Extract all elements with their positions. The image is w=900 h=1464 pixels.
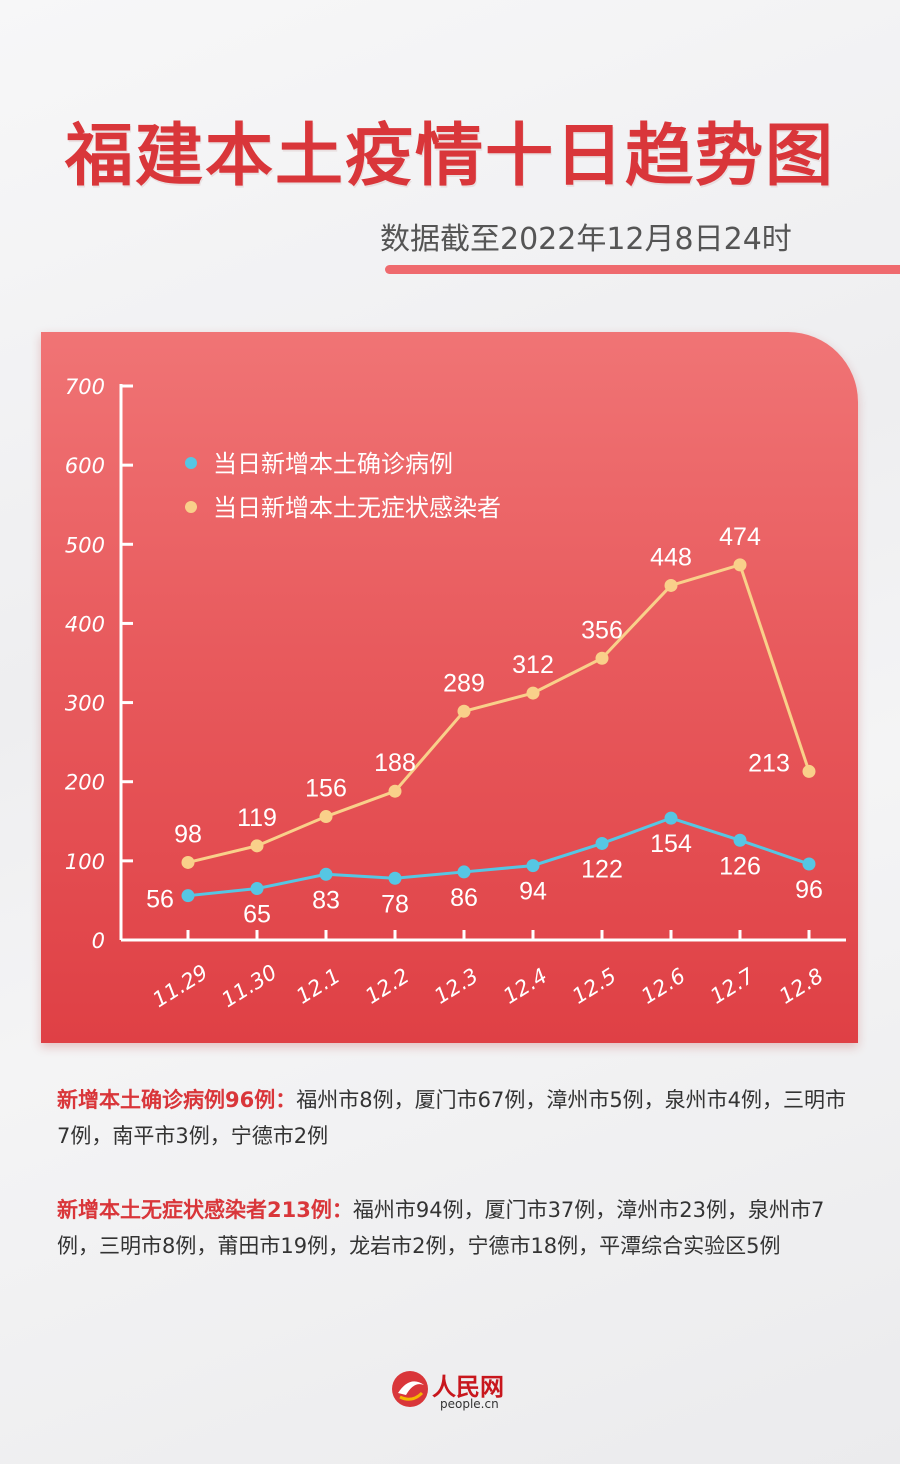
x-tick-label: 12.5 [568, 963, 620, 1008]
logo-name: 人民网 [432, 1372, 504, 1401]
data-label: 474 [719, 523, 761, 551]
data-point [526, 859, 540, 873]
y-tick-label: 600 [65, 454, 105, 478]
data-label: 122 [581, 855, 623, 883]
data-label: 312 [512, 651, 554, 679]
data-point [388, 871, 402, 885]
data-point [526, 686, 540, 700]
data-label: 188 [374, 749, 416, 777]
data-label: 154 [650, 830, 692, 858]
x-tick-label: 12.3 [430, 963, 482, 1008]
data-point [802, 857, 816, 871]
data-label: 86 [450, 884, 478, 912]
trend-chart: 0 100 200 300 400 500 600 700 11.29 11.30 12.1 12.2… [65, 375, 846, 1012]
data-point [733, 558, 747, 572]
data-label: 156 [305, 775, 347, 803]
data-label: 448 [650, 543, 692, 571]
note-confirmed: 新增本土确诊病例96例：福州市8例，厦门市67例，漳州市5例，泉州市4例，三明市… [57, 1082, 847, 1154]
data-label: 65 [243, 901, 271, 929]
note-confirmed-text: 福州市8例，厦门市67例，漳州市5例，泉州市4例，三明市7例，南平市3例，宁德市… [57, 1088, 847, 1148]
x-tick-label: 12.6 [637, 963, 689, 1008]
data-point [181, 855, 195, 869]
data-label: 213 [748, 749, 790, 777]
data-point [457, 865, 471, 879]
y-tick-label: 400 [65, 612, 105, 636]
data-point [802, 764, 816, 778]
series-line [187, 816, 810, 898]
x-tick-label: 12.1 [292, 963, 344, 1008]
data-point [181, 889, 195, 903]
y-tick-label: 700 [65, 375, 105, 399]
data-label: 96 [795, 876, 823, 904]
logo-icon [392, 1371, 428, 1407]
y-tick-label: 0 [92, 929, 105, 953]
people-cn-logo: 人民网 people.cn [388, 1365, 528, 1415]
data-point [595, 836, 609, 850]
series-line [187, 563, 811, 864]
y-tick-label: 500 [65, 533, 105, 557]
data-cutoff-subtitle: 数据截至2022年12月8日24时 [380, 222, 792, 257]
data-point [388, 784, 402, 798]
data-point [319, 810, 333, 824]
legend-marker [185, 457, 197, 469]
data-label: 94 [519, 878, 547, 906]
data-point [250, 839, 264, 853]
data-label: 289 [443, 669, 485, 697]
data-label: 119 [237, 804, 277, 832]
x-tick-label: 12.2 [361, 963, 413, 1008]
data-point [457, 704, 471, 718]
y-tick-label: 100 [65, 850, 105, 874]
data-label: 356 [581, 616, 623, 644]
legend-label: 当日新增本土无症状感染者 [213, 494, 501, 522]
x-tick-label: 11.30 [217, 960, 281, 1012]
note-confirmed-label: 新增本土确诊病例96例： [57, 1088, 297, 1112]
y-tick-label: 200 [65, 771, 105, 795]
note-asymptomatic: 新增本土无症状感染者213例：福州市94例，厦门市37例，漳州市23例，泉州市7… [57, 1192, 847, 1264]
note-asymptomatic-label: 新增本土无症状感染者213例： [57, 1198, 353, 1222]
data-label: 56 [146, 886, 174, 914]
data-point [733, 833, 747, 847]
y-tick-label: 300 [65, 692, 105, 716]
page-title: 福建本土疫情十日趋势图 [64, 117, 835, 196]
data-point [250, 882, 264, 896]
x-tick-label: 11.29 [148, 960, 212, 1012]
legend-marker [185, 501, 197, 513]
data-label: 83 [312, 886, 340, 914]
legend-label: 当日新增本土确诊病例 [213, 450, 453, 478]
note-asymptomatic-text: 福州市94例，厦门市37例，漳州市23例，泉州市7例，三明市8例，莆田市19例，… [57, 1198, 825, 1258]
data-point [595, 651, 609, 665]
data-label: 126 [719, 852, 761, 880]
data-point [664, 578, 678, 592]
x-tick-label: 12.8 [775, 963, 827, 1008]
data-point [319, 867, 333, 881]
logo-url: people.cn [440, 1397, 499, 1411]
data-point [664, 811, 678, 825]
data-label: 98 [174, 820, 202, 848]
subtitle-underline [385, 265, 900, 274]
data-label: 78 [381, 890, 409, 918]
x-tick-label: 12.4 [499, 963, 551, 1008]
chart-panel: 0 100 200 300 400 500 600 700 11.29 11.30 12.1 12.2… [41, 332, 858, 1043]
x-tick-label: 12.7 [706, 963, 759, 1008]
